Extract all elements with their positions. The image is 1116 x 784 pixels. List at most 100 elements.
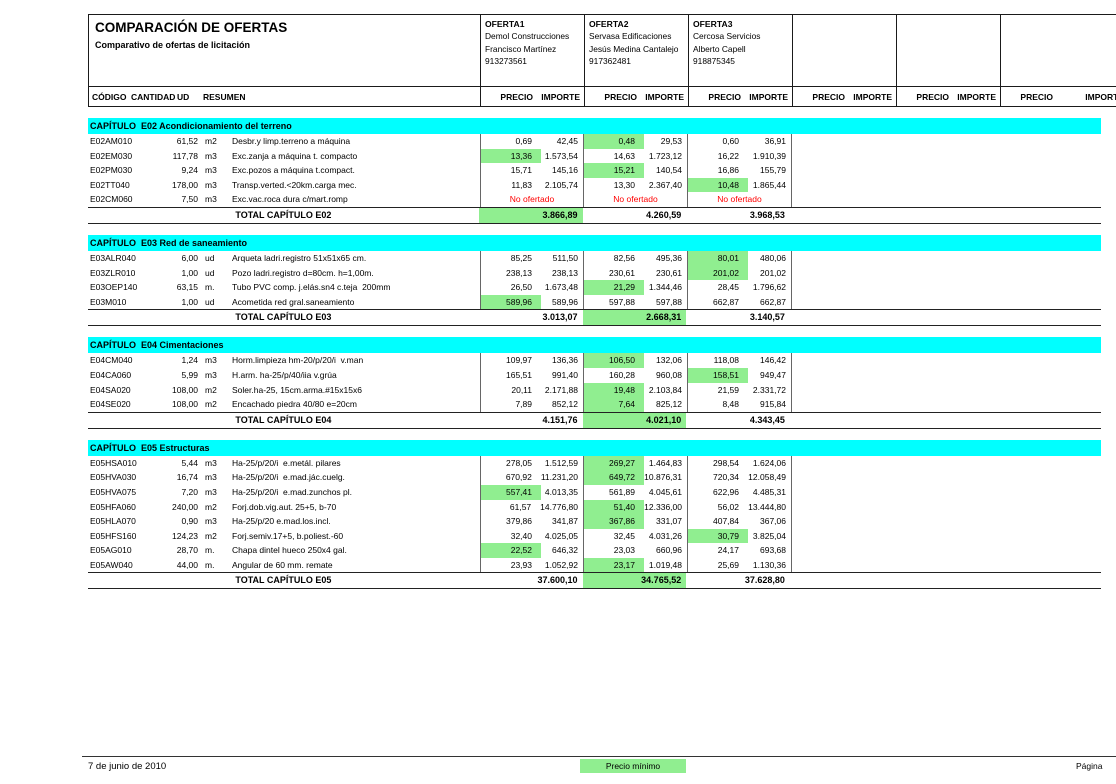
quantity-cell: 28,70: [176, 545, 198, 556]
amount-cell: [1060, 353, 1104, 368]
price-cell: 662,87: [713, 296, 739, 307]
amount-cell: 136,36: [552, 355, 578, 366]
price-cell: 24,17: [717, 545, 739, 556]
amount-cell: [1060, 383, 1104, 398]
price-cell: [896, 163, 956, 178]
code-cell: E02PM030: [90, 165, 133, 176]
offer-cell-group: [792, 529, 896, 544]
offer-cell-group: [792, 514, 896, 529]
footer-divider: [82, 756, 1116, 757]
price-cell: [1000, 280, 1060, 295]
price-cell: [896, 368, 956, 383]
chapter-total-amount: [790, 413, 894, 428]
summary-cell: Desbr.y limp.terreno a máquina: [232, 136, 351, 146]
amount-cell: 12.058,49: [748, 472, 786, 483]
chapter-section: CAPÍTULO E05 Estructuras E05HSA010 5,44 …: [88, 439, 1104, 590]
item-row: E03OEP140 63,15 m. Tubo PVC comp. j.elás…: [88, 280, 1104, 295]
amount-cell: [852, 163, 896, 178]
offer-cell-group: 32,45 4.031,26: [584, 528, 688, 544]
quantity-column-header: CANTIDAD: [131, 91, 176, 102]
chapter-total-amount: [790, 310, 894, 325]
price-cell: [1000, 514, 1060, 529]
amount-cell: [1060, 558, 1104, 573]
report-body: CAPÍTULO E02 Acondicionamiento del terre…: [88, 107, 1104, 590]
offer-columns: OFERTA1 Demol Construcciones Francisco M…: [480, 15, 1116, 106]
price-column-header: PRECIO: [604, 91, 637, 102]
unit-column-header: UD: [177, 91, 190, 102]
summary-cell: Arqueta ladri.registro 51x51x65 cm.: [232, 252, 367, 263]
price-cell: [792, 456, 852, 471]
offer-phone: 918875345: [693, 56, 735, 67]
code-cell: E04SE020: [90, 399, 131, 410]
offer-cell-group: [792, 251, 896, 266]
price-cell: [896, 134, 956, 149]
amount-cell: 1.723,12: [648, 150, 682, 161]
amount-cell: 4.045,61: [648, 486, 682, 497]
price-cell: [792, 368, 852, 383]
amount-cell: [852, 383, 896, 398]
amount-cell: 1.019,48: [648, 559, 682, 570]
chapter-total-label: TOTAL CAPÍTULO E04: [235, 414, 332, 425]
price-cell: 28,45: [717, 282, 739, 293]
amount-cell: [956, 529, 1000, 544]
price-cell: [896, 500, 956, 515]
price-cell: [792, 353, 852, 368]
chapter-total-amount: [997, 413, 1101, 428]
unit-cell: m.: [205, 545, 215, 556]
amount-cell: [956, 192, 1000, 207]
item-row: E03ZLR010 1,00 ud Pozo ladri.registro d=…: [88, 265, 1104, 281]
amount-cell: 13.444,80: [748, 501, 786, 512]
price-cell: [792, 558, 852, 573]
offer-cell-group: [1000, 500, 1104, 515]
chapter-total-amount: 37.628,80: [744, 575, 785, 586]
amount-cell: [956, 456, 1000, 471]
offer-header-section: OFERTA2 Servasa Edificaciones Jesús Medi…: [584, 15, 688, 106]
amount-cell: [956, 266, 1000, 281]
price-cell: [896, 266, 956, 281]
price-column-header: PRECIO: [1020, 91, 1053, 102]
report-header: COMPARACIÓN DE OFERTAS Comparativo de of…: [88, 14, 1116, 107]
unit-cell: m3: [205, 194, 217, 205]
offer-cell-group: [1000, 558, 1104, 573]
amount-cell: 2.171,88: [544, 384, 578, 395]
item-row: E03ALR040 6,00 ud Arqueta ladri.registro…: [88, 250, 1104, 266]
offer-cell-group: 298,54 1.624,06: [688, 455, 792, 471]
amount-cell: 367,06: [760, 516, 786, 527]
unit-cell: m3: [205, 457, 217, 468]
offer-cell-group: [896, 514, 1000, 529]
offer-cell-group: 11,83 2.105,74: [480, 177, 584, 193]
quantity-cell: 1,00: [181, 296, 198, 307]
offer-cell-group: [792, 192, 896, 207]
offer-cell-group: [1000, 266, 1104, 281]
page-subtitle: Comparativo de ofertas de licitación: [95, 40, 251, 50]
unit-cell: m.: [205, 282, 215, 293]
price-column-header: PRECIO: [916, 91, 949, 102]
offer-cell-group: [896, 485, 1000, 500]
offer-cell-group: [1000, 368, 1104, 383]
amount-cell: [956, 251, 1000, 266]
chapter-title: CAPÍTULO E03 Red de saneamiento: [88, 234, 1101, 251]
offer-cell-group: 26,50 1.673,48: [480, 280, 584, 295]
summary-cell: Exc.pozos a máquina t.compact.: [232, 165, 355, 176]
price-cell: 13,30: [613, 179, 635, 190]
offer-cell-group: [896, 470, 1000, 485]
code-cell: E05AW040: [90, 559, 133, 570]
amount-cell: 331,07: [656, 516, 682, 527]
offer-cell-group: [792, 456, 896, 471]
price-column-header: PRECIO: [708, 91, 741, 102]
price-cell: 109,97: [506, 355, 532, 366]
price-cell: 11,83: [511, 179, 532, 190]
offer-cell-group: [792, 558, 896, 573]
unit-cell: ud: [205, 296, 215, 307]
offer-cell-group: [1000, 485, 1104, 500]
summary-cell: Ha-25/p/20/i e.metál. pilares: [232, 457, 341, 468]
offer-phone: 917362481: [589, 56, 631, 67]
price-cell: [1000, 192, 1060, 207]
offer-cell-group: 20,11 2.171,88: [480, 382, 584, 398]
price-cell: [792, 470, 852, 485]
price-cell: [1000, 163, 1060, 178]
price-cell: [792, 383, 852, 398]
code-cell: E02AM010: [90, 136, 133, 146]
amount-cell: [1060, 163, 1104, 178]
offer-cell-group: 0,48 29,53: [584, 134, 688, 149]
